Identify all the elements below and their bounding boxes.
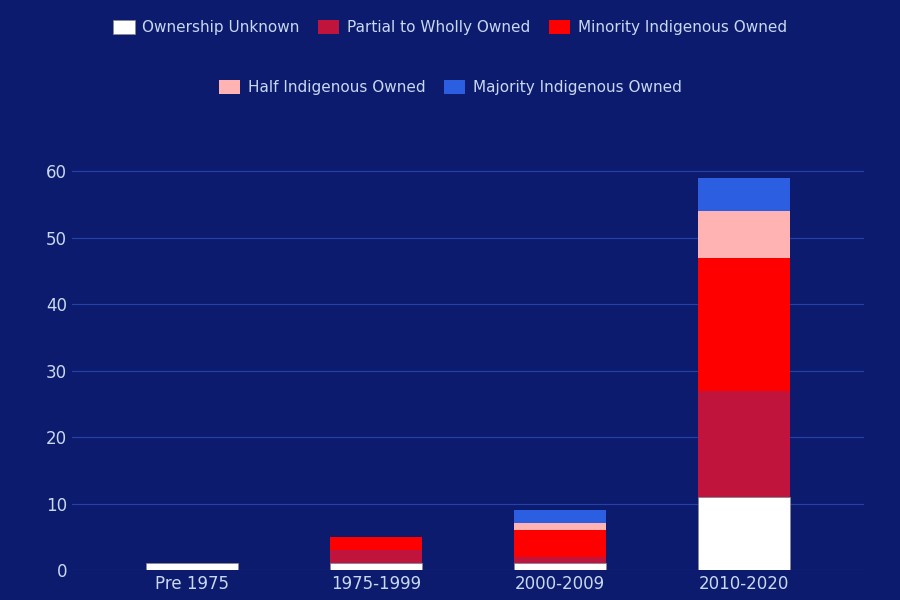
Bar xyxy=(698,211,790,257)
Bar xyxy=(514,530,606,557)
Bar xyxy=(330,550,422,563)
Bar xyxy=(698,497,790,570)
Bar xyxy=(698,257,790,391)
Bar xyxy=(330,563,422,570)
Bar xyxy=(330,537,422,550)
Bar xyxy=(514,510,606,523)
Legend: Half Indigenous Owned, Majority Indigenous Owned: Half Indigenous Owned, Majority Indigeno… xyxy=(212,74,688,101)
Legend: Ownership Unknown, Partial to Wholly Owned, Minority Indigenous Owned: Ownership Unknown, Partial to Wholly Own… xyxy=(107,14,793,41)
Bar xyxy=(514,563,606,570)
Bar xyxy=(514,557,606,563)
Bar xyxy=(146,563,238,570)
Bar xyxy=(698,178,790,211)
Bar xyxy=(698,391,790,497)
Bar xyxy=(514,523,606,530)
